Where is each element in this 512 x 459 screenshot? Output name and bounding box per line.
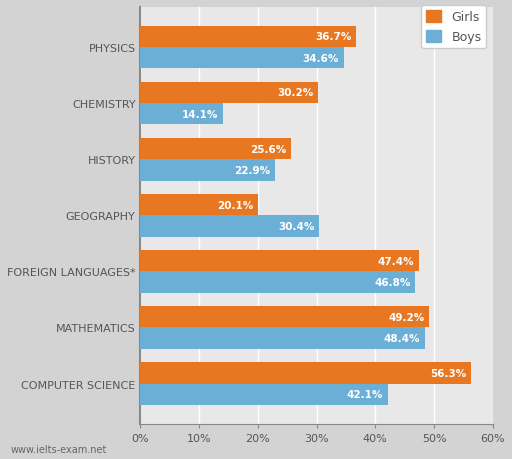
Text: 46.8%: 46.8% (374, 277, 411, 287)
Text: 49.2%: 49.2% (389, 312, 424, 322)
Bar (140, 104, 223, 125)
Bar (140, 272, 415, 293)
Text: 34.6%: 34.6% (303, 54, 339, 63)
Text: 56.3%: 56.3% (430, 368, 466, 378)
Text: 22.9%: 22.9% (234, 166, 270, 175)
Bar (140, 216, 319, 237)
Legend: Girls, Boys: Girls, Boys (421, 6, 486, 49)
Text: 47.4%: 47.4% (377, 256, 414, 266)
Bar (140, 139, 291, 160)
Bar (140, 160, 275, 181)
Text: 30.4%: 30.4% (278, 222, 314, 231)
Bar (140, 307, 430, 328)
Text: 14.1%: 14.1% (182, 110, 219, 119)
Text: 36.7%: 36.7% (315, 32, 351, 42)
Text: 25.6%: 25.6% (250, 144, 286, 154)
Text: 20.1%: 20.1% (218, 200, 254, 210)
Text: www.ielts-exam.net: www.ielts-exam.net (10, 444, 106, 454)
Bar (140, 384, 388, 405)
Bar (140, 195, 259, 216)
Text: 42.1%: 42.1% (347, 389, 383, 399)
Bar (140, 27, 356, 48)
Text: 30.2%: 30.2% (277, 88, 313, 98)
Text: 48.4%: 48.4% (383, 333, 420, 343)
Bar (140, 251, 419, 272)
Bar (140, 48, 344, 69)
Bar (140, 83, 318, 104)
Bar (140, 328, 424, 349)
Bar (140, 363, 471, 384)
